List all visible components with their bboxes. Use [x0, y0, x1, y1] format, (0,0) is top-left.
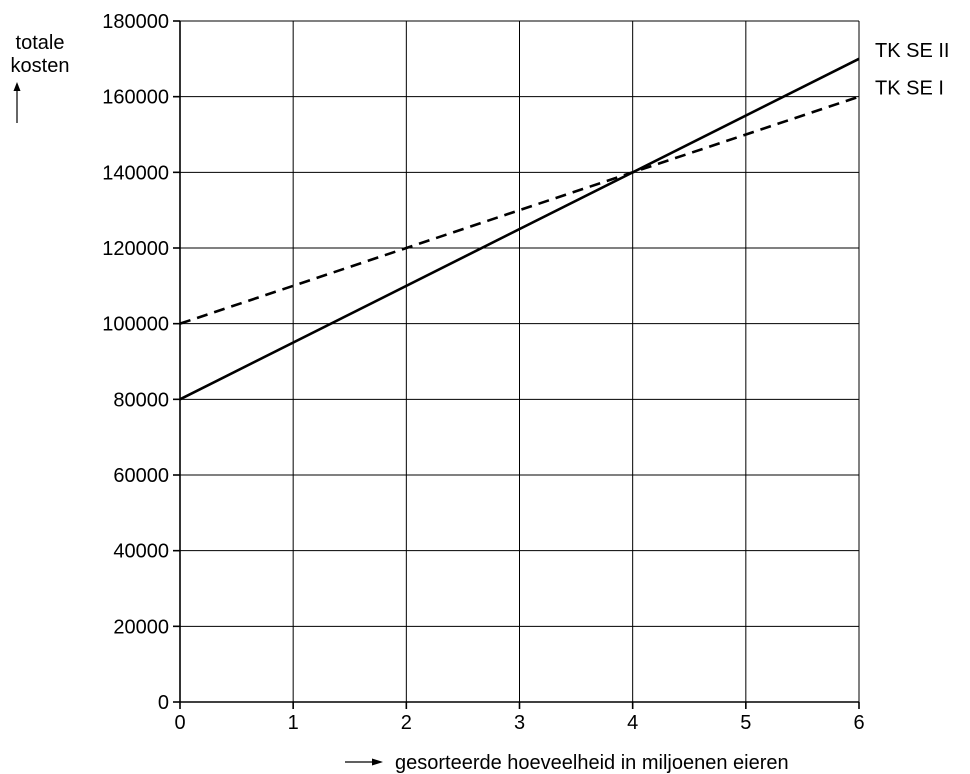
x-tick-label-1: 1	[288, 712, 299, 734]
series-label-tk-se-ii: TK SE II	[875, 40, 949, 62]
y-axis-arrow-icon	[13, 82, 21, 123]
x-tick-label-3: 3	[514, 712, 525, 734]
y-tick-label-0: 0	[158, 692, 169, 714]
series: TK SE II TK SE I	[179, 40, 949, 401]
series-line-tk-se-ii	[179, 57, 860, 401]
series-line-tk-se-i	[179, 95, 860, 325]
x-tick-label-6: 6	[853, 712, 864, 734]
y-axis-label-line1: totale	[16, 32, 65, 54]
y-tick-label-1: 20000	[113, 616, 169, 638]
x-axis-arrow-icon	[345, 758, 383, 766]
axes: 0 20000 40000 60000 80000 100000 120000 140000 1…	[102, 11, 864, 734]
y-tick-label-9: 180000	[102, 11, 169, 33]
x-tick-label-5: 5	[740, 712, 751, 734]
series-label-tk-se-i: TK SE I	[875, 78, 944, 100]
x-tick-label-2: 2	[401, 712, 412, 734]
labels: totale kosten gesorteerde hoeveelheid in…	[11, 32, 789, 774]
x-axis-label: gesorteerde hoeveelheid in miljoenen eie…	[395, 752, 789, 774]
y-tick-label-3: 60000	[113, 465, 169, 487]
y-tick-label-5: 100000	[102, 314, 169, 336]
y-tick-label-8: 160000	[102, 87, 169, 109]
y-tick-label-2: 40000	[113, 541, 169, 563]
y-tick-label-6: 120000	[102, 238, 169, 260]
x-tick-label-4: 4	[627, 712, 638, 734]
grid	[180, 20, 860, 702]
y-tick-label-4: 80000	[113, 389, 169, 411]
x-tick-label-0: 0	[174, 712, 185, 734]
y-axis-label-line2: kosten	[11, 55, 70, 77]
y-tick-label-7: 140000	[102, 162, 169, 184]
